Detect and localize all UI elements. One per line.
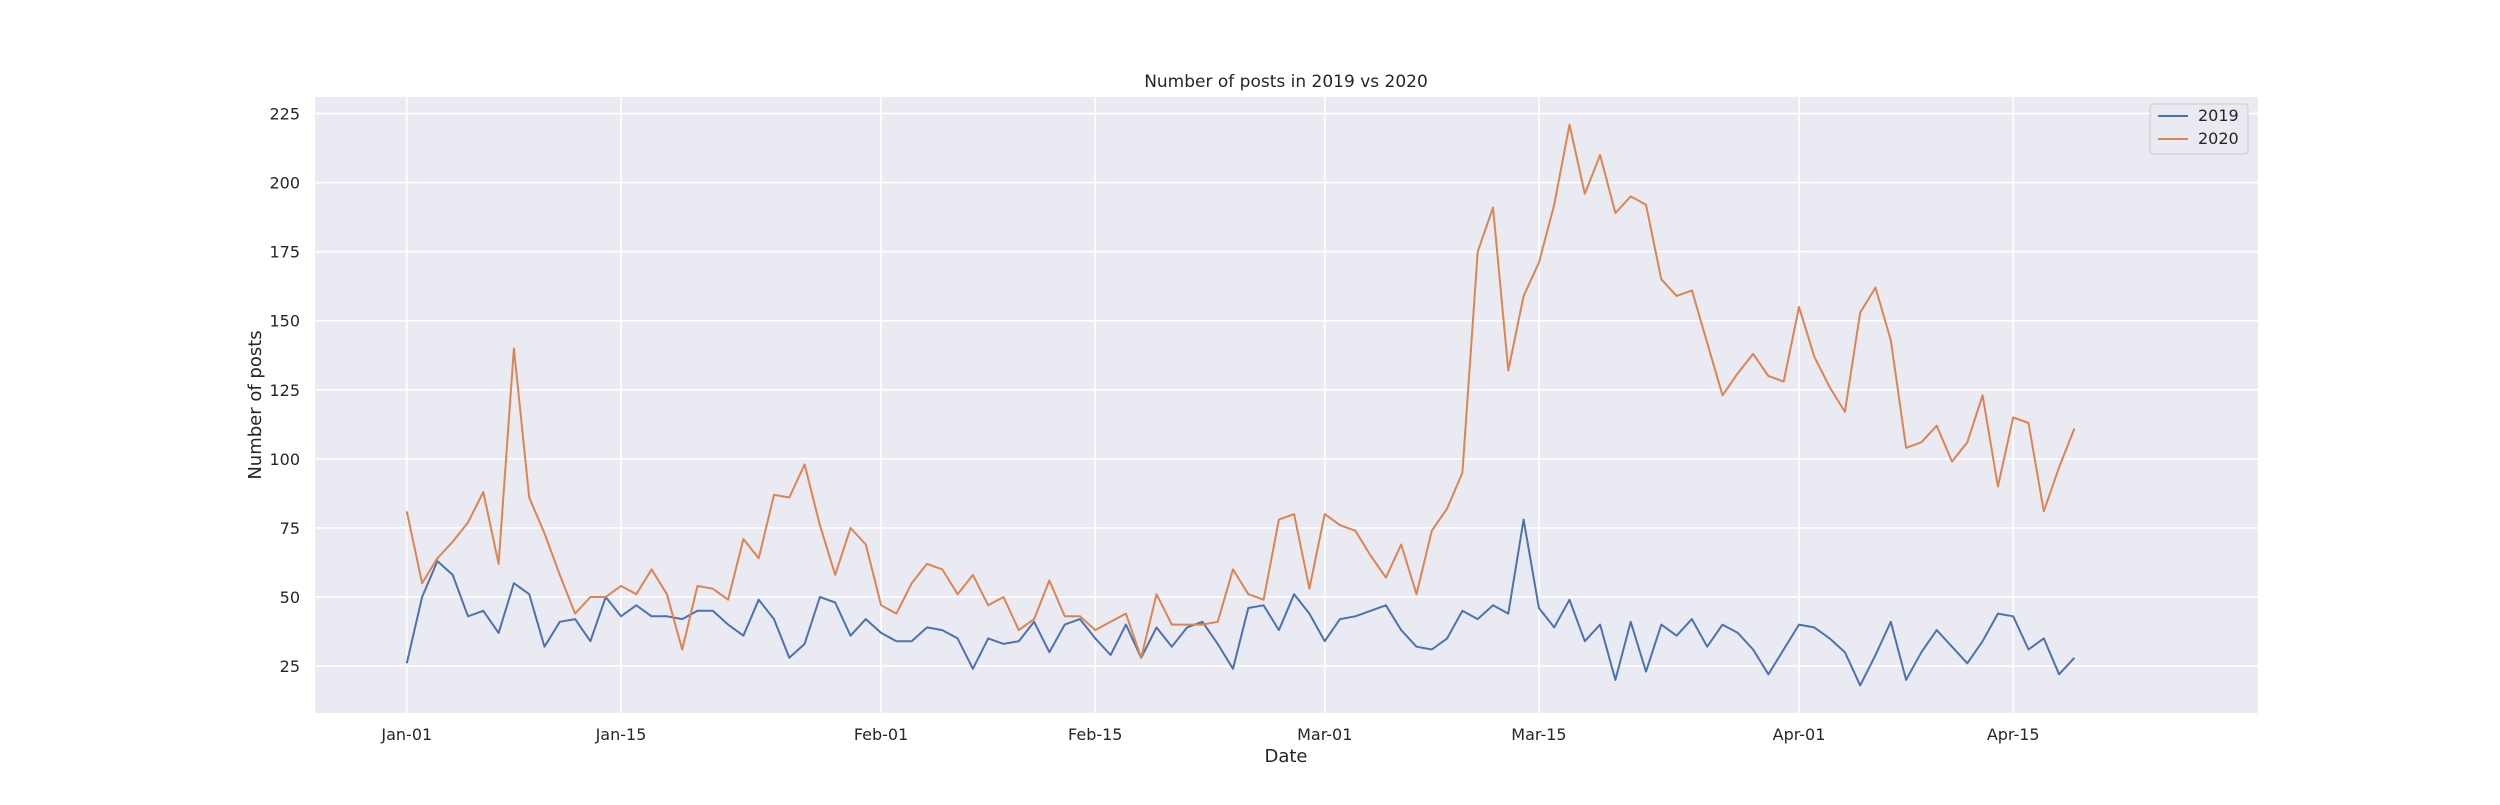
x-tick-label: Feb-01 [854,725,908,744]
y-axis-label: Number of posts [245,330,266,479]
series-line-2019 [405,518,2076,687]
legend: 2019 2020 [2149,103,2249,155]
y-tick-label: 150 [269,312,300,331]
y-tick-label: 75 [280,519,300,538]
y-tick-label: 25 [280,657,300,676]
y-tick-label: 100 [269,450,300,469]
x-tick-label: Jan-15 [595,725,647,744]
y-tick-label: 200 [269,174,300,193]
x-tick-label: Feb-15 [1068,725,1122,744]
plot-background [315,97,2258,713]
y-tick-label: 50 [280,588,300,607]
x-tick-label: Mar-15 [1511,725,1566,744]
chart-title: Number of posts in 2019 vs 2020 [1144,72,1428,92]
y-tick-labels: 25 50 75 100 125 150 175 200 225 [269,105,300,676]
legend-label-2020: 2020 [2198,129,2239,148]
grid-lines [315,97,2258,713]
y-tick-label: 125 [269,381,300,400]
series-lines [405,123,2076,687]
x-tick-label: Apr-15 [1987,725,2040,744]
series-line-2020 [405,123,2076,659]
x-tick-label: Jan-01 [380,725,432,744]
x-tick-label: Apr-01 [1773,725,1826,744]
y-tick-label: 225 [269,105,300,124]
x-tick-label: Mar-01 [1297,725,1352,744]
x-axis-label: Date [1264,746,1307,767]
x-tick-labels: Jan-01 Jan-15 Feb-01 Feb-15 Mar-01 Mar-15 Apr-… [380,725,2039,744]
legend-label-2019: 2019 [2198,106,2239,125]
y-tick-label: 175 [269,243,300,262]
